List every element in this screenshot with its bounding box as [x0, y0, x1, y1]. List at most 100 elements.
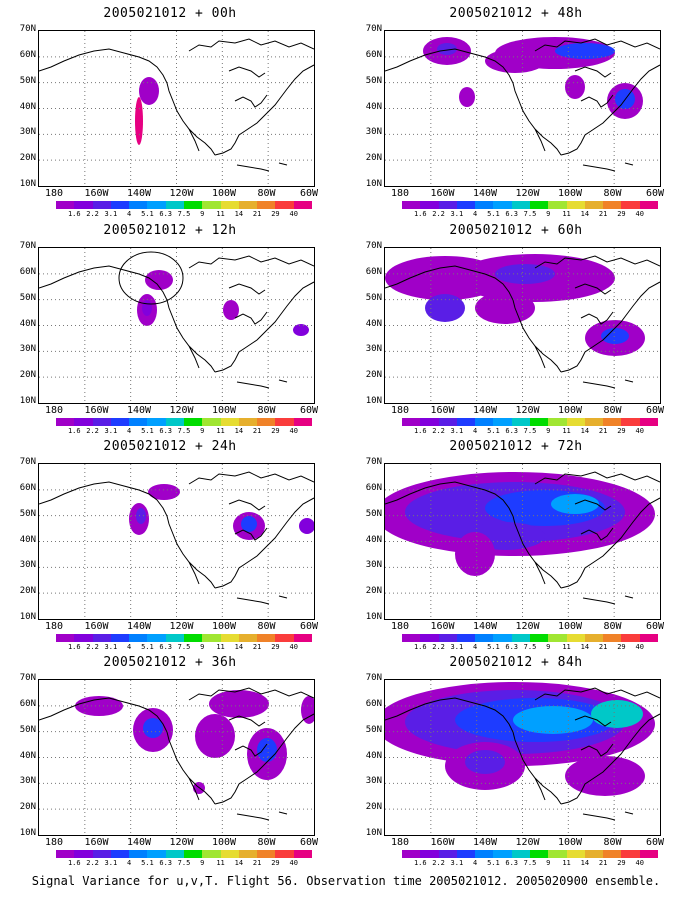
colorbar-swatch	[402, 850, 421, 858]
colorbar-label: 6.3	[505, 427, 519, 435]
longitude-label: 60W	[299, 837, 319, 848]
colorbar-swatch	[165, 634, 184, 642]
colorbar-swatch	[202, 418, 221, 426]
latitude-label: 40N	[19, 534, 36, 545]
latitude-label: 10N	[365, 828, 382, 838]
latitude-label: 70N	[19, 241, 36, 251]
colorbar-label: 14	[234, 859, 244, 867]
variance-contour	[565, 756, 645, 796]
colorbar-label: 3.1	[450, 427, 464, 435]
colorbar-label: 7.5	[177, 643, 191, 651]
longitude-label: 120W	[515, 621, 540, 632]
colorbar-label: 6.3	[505, 643, 519, 651]
longitude-label: 60W	[645, 188, 665, 199]
colorbar-swatch	[275, 201, 294, 209]
colorbar-label: 14	[234, 643, 244, 651]
latitude-label: 20N	[365, 586, 382, 597]
latitude-label: 70N	[365, 241, 382, 251]
colorbar-label: 21	[598, 643, 608, 651]
longitude-label: 60W	[299, 188, 319, 199]
colorbar-label: 40	[289, 643, 298, 651]
longitude-label: 120W	[515, 188, 540, 199]
colorbar-swatch	[110, 634, 130, 642]
colorbar-swatch	[566, 850, 585, 858]
colorbar-label: 11	[216, 643, 225, 651]
colorbar-swatch	[511, 418, 530, 426]
variance-contour	[293, 324, 309, 336]
forecast-panel-72h: 2005021012 + 72h 70N 60N 50N 40N 30N 20N 10N 180…	[346, 433, 686, 651]
colorbar-swatch	[603, 201, 622, 209]
colorbar-label: 11	[216, 210, 225, 218]
colorbar-swatch	[402, 201, 421, 209]
colorbar-label: 3.1	[104, 859, 118, 867]
target-region-outline	[118, 251, 184, 305]
latitude-label: 10N	[19, 828, 36, 838]
colorbar-swatch	[110, 201, 130, 209]
colorbar-label: 1.6	[413, 427, 427, 435]
longitude-label: 140W	[126, 405, 152, 416]
colorbar-label: 3.1	[450, 643, 464, 651]
colorbar-label: 29	[617, 859, 626, 867]
colorbar-label: 1.6	[67, 210, 81, 218]
colorbar-label: 11	[562, 427, 571, 435]
colorbar-label: 21	[598, 210, 608, 218]
latitude-label: 40N	[365, 750, 382, 761]
latitude-label: 70N	[19, 457, 36, 467]
colorbar-swatch	[529, 418, 549, 426]
colorbar-swatch	[74, 850, 93, 858]
longitude-label: 60W	[645, 621, 665, 632]
colorbar-swatch	[475, 850, 494, 858]
longitude-label: 100W	[211, 405, 237, 416]
variance-contour	[425, 294, 465, 322]
latitude-label: 30N	[365, 344, 382, 355]
colorbar-swatch	[56, 850, 75, 858]
colorbar-label: 40	[289, 210, 298, 218]
coastline	[385, 687, 660, 821]
colorbar-label: 1.6	[67, 643, 81, 651]
colorbar-swatch	[584, 634, 604, 642]
colorbar-label: 29	[617, 643, 626, 651]
colorbar-label: 14	[580, 643, 590, 651]
colorbar-swatch	[293, 418, 312, 426]
colorbar-swatch	[529, 634, 549, 642]
latitude-label: 60N	[19, 266, 36, 277]
latitude-label: 50N	[19, 508, 36, 519]
latitude-label: 20N	[365, 370, 382, 381]
longitude-label: 60W	[299, 405, 319, 416]
colorbar-swatch	[183, 418, 203, 426]
colorbar-label: 4	[127, 210, 132, 218]
latitude-label: 30N	[365, 776, 382, 787]
colorbar-label: 29	[271, 427, 280, 435]
colorbar-label: 6.3	[505, 210, 519, 218]
colorbar-swatch	[110, 850, 130, 858]
colorbar-swatch	[584, 418, 604, 426]
latitude-label: 40N	[365, 101, 382, 112]
colorbar-swatch	[220, 418, 239, 426]
colorbar-swatch	[529, 201, 549, 209]
latitude-label: 50N	[19, 75, 36, 86]
colorbar-label: 40	[635, 643, 644, 651]
longitude-label: 160W	[84, 405, 109, 416]
colorbar-swatch	[621, 201, 640, 209]
colorbar-swatch	[511, 850, 530, 858]
latitude-label: 70N	[365, 673, 382, 683]
colorbar-label: 29	[617, 427, 626, 435]
colorbar-swatch	[220, 634, 239, 642]
latitude-label: 10N	[19, 179, 36, 189]
latitude-label: 60N	[19, 49, 36, 60]
panel-title: 2005021012 + 12h	[103, 223, 237, 238]
colorbar-label: 6.3	[159, 427, 173, 435]
colorbar-swatch	[493, 850, 512, 858]
colorbar-swatch	[238, 634, 258, 642]
colorbar-swatch	[147, 201, 166, 209]
colorbar-label: 11	[562, 643, 571, 651]
colorbar-label: 4	[127, 427, 132, 435]
longitude-label: 160W	[430, 405, 455, 416]
colorbar-swatch	[92, 850, 111, 858]
longitude-label: 120W	[169, 188, 194, 199]
colorbar-swatch	[202, 634, 221, 642]
colorbar-swatch	[293, 634, 312, 642]
longitude-label: 100W	[557, 405, 583, 416]
colorbar-label: 29	[271, 643, 280, 651]
variance-contour	[601, 328, 629, 344]
